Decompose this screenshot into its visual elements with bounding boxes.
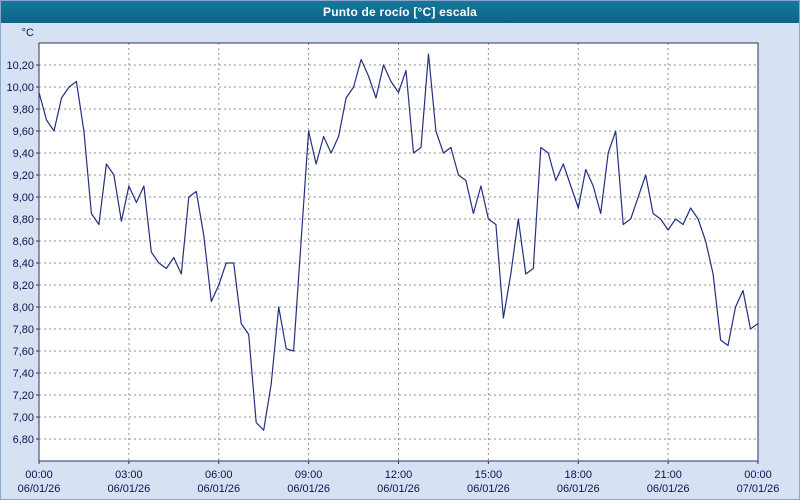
y-tick-label: 9,80 (13, 104, 34, 116)
x-tick-date-label: 06/01/26 (107, 483, 150, 495)
y-tick-label: 10,20 (6, 60, 34, 72)
x-tick-time-label: 12:00 (385, 469, 413, 481)
plot-border (38, 42, 759, 462)
y-tick-label: 9,40 (13, 148, 34, 160)
x-tick-time-label: 18:00 (564, 469, 592, 481)
x-tick-time-label: 09:00 (295, 469, 323, 481)
plot-background (39, 43, 758, 461)
y-tick-label: 9,60 (13, 126, 34, 138)
window-title: Punto de rocío [°C] escala (322, 5, 478, 19)
x-tick-time-label: 03:00 (115, 469, 143, 481)
y-tick-label: 8,80 (13, 214, 34, 226)
x-tick-date-label: 06/01/26 (647, 483, 690, 495)
x-tick-time-label: 00:00 (744, 469, 772, 481)
dewpoint-chart: 6,80 7,00 7,20 7,40 7,60 7,80 8,00 8,20 8,40 8,60… (6, 27, 780, 495)
y-tick-label: 7,20 (13, 390, 34, 402)
y-tick-label: 7,40 (13, 368, 34, 380)
x-tick-date-label: 06/01/26 (557, 483, 600, 495)
x-tick-date-label: 07/01/26 (737, 483, 780, 495)
y-tick-label: 10,00 (6, 82, 34, 94)
dewpoint-series-line (38, 53, 759, 431)
y-axis-unit-label: °C (22, 27, 34, 39)
y-tick-label: 8,20 (13, 280, 34, 292)
x-tick-time-label: 21:00 (654, 469, 682, 481)
chart-container: 6,80 7,00 7,20 7,40 7,60 7,80 8,00 8,20 8,40 8,60… (1, 23, 799, 499)
window-title-bar: Punto de rocío [°C] escala (1, 1, 799, 23)
x-tick-date-label: 06/01/26 (377, 483, 420, 495)
y-tick-label: 6,80 (13, 434, 34, 446)
x-tick-date-label: 06/01/26 (287, 483, 330, 495)
x-tick-date-label: 06/01/26 (467, 483, 510, 495)
x-tick-time-label: 00:00 (25, 469, 53, 481)
x-tick-time-label: 06:00 (205, 469, 233, 481)
x-tick-time-label: 15:00 (475, 469, 503, 481)
y-tick-label: 9,00 (13, 192, 34, 204)
y-tick-label: 7,00 (13, 412, 34, 424)
y-tick-label: 8,60 (13, 236, 34, 248)
y-tick-label: 7,80 (13, 324, 34, 336)
x-tick-date-label: 06/01/26 (18, 483, 61, 495)
y-tick-label: 8,40 (13, 258, 34, 270)
x-tick-date-label: 06/01/26 (197, 483, 240, 495)
y-tick-label: 8,00 (13, 302, 34, 314)
y-tick-label: 9,20 (13, 170, 34, 182)
y-tick-label: 7,60 (13, 346, 34, 358)
